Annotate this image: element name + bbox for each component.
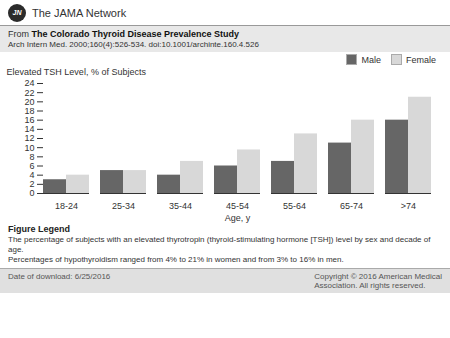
svg-text:Age, y: Age, y [225, 213, 251, 223]
svg-text:4: 4 [29, 170, 34, 180]
svg-text:18-24: 18-24 [55, 201, 78, 211]
html-text:The percentage of subjects wit: The percentage of subjects with an eleva… [8, 235, 431, 254]
html-text:Male: Male [361, 54, 381, 65]
svg-text:8: 8 [29, 152, 34, 162]
svg-text:>74: >74 [401, 201, 416, 211]
svg-text:65-74: 65-74 [340, 201, 363, 211]
svg-text:6: 6 [29, 161, 34, 171]
svg-text:10: 10 [24, 143, 34, 153]
svg-text:35-44: 35-44 [169, 201, 192, 211]
svg-text:Elevated TSH Level, % of Subje: Elevated TSH Level, % of Subjects [7, 67, 147, 77]
svg-text:22: 22 [24, 88, 34, 98]
html-text:Figure Legend: Figure Legend [8, 224, 70, 234]
html-text:Arch Intern Med. 2000;160(4):5: Arch Intern Med. 2000;160(4):526-534. do… [8, 40, 259, 49]
html-text:From The Colorado Thyroid Dise: From The Colorado Thyroid Disease Preval… [8, 29, 240, 39]
html-text:Percentages of hypothyroidism: Percentages of hypothyroidism ranged fro… [8, 255, 344, 265]
svg-text:45-54: 45-54 [226, 201, 249, 211]
html-text:JN: JN [12, 9, 22, 16]
html-text:Female: Female [406, 54, 436, 65]
svg-text:24: 24 [24, 78, 34, 88]
svg-text:18: 18 [24, 106, 34, 116]
svg-text:12: 12 [24, 133, 34, 143]
svg-text:16: 16 [24, 115, 34, 125]
svg-text:0: 0 [29, 188, 34, 198]
svg-text:20: 20 [24, 97, 34, 107]
html-text:Copyright © 2016 American Medi: Copyright © 2016 American Medical Associ… [314, 271, 442, 290]
svg-text:2: 2 [29, 179, 34, 189]
svg-text:14: 14 [24, 124, 34, 134]
svg-text:25-34: 25-34 [112, 201, 135, 211]
svg-text:55-64: 55-64 [283, 201, 306, 211]
html-text:Date of download: 6/25/2016: Date of download: 6/25/2016 [8, 271, 111, 281]
html-text:The JAMA Network: The JAMA Network [32, 6, 127, 19]
